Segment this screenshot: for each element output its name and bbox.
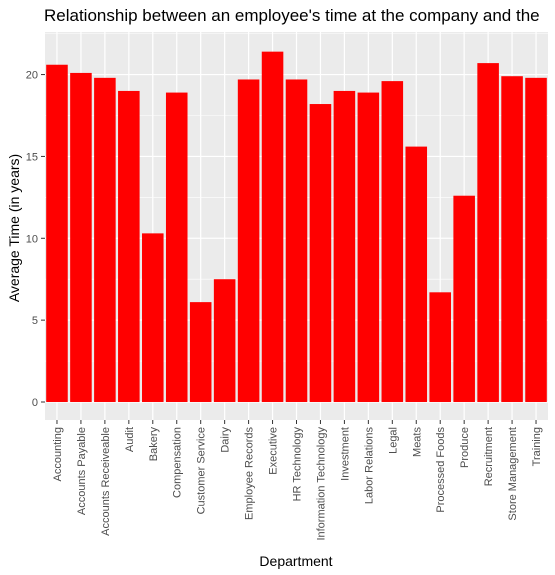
bar: [165, 92, 188, 402]
y-tick-label: 15: [26, 151, 38, 163]
bar: [189, 302, 212, 402]
x-axis-title: Department: [259, 553, 332, 569]
bar-series: [46, 51, 547, 402]
bar: [333, 90, 356, 402]
chart-title: Relationship between an employee's time …: [44, 6, 540, 25]
y-tick-label: 10: [26, 233, 38, 245]
bar: [70, 72, 92, 402]
bar: [501, 76, 523, 402]
x-tick-label: Produce: [459, 427, 471, 468]
bar: [46, 64, 68, 402]
bar: [285, 79, 308, 402]
bar: [453, 195, 475, 402]
x-tick-label: Meats: [411, 427, 423, 457]
x-tick-label: Dairy: [220, 427, 232, 453]
bar: [142, 233, 164, 402]
bar: [94, 77, 116, 402]
y-axis: 0 5 10 15 20: [26, 70, 45, 409]
bar: [309, 104, 332, 402]
x-axis: Accounting Accounts Payable Accounts Recei…: [52, 420, 543, 541]
bar: [357, 92, 380, 402]
x-tick-label: Information Technology: [315, 427, 327, 541]
x-tick-label: Accounting: [52, 427, 64, 481]
x-tick-label: Audit: [124, 427, 136, 452]
x-tick-label: Legal: [387, 427, 399, 454]
bar: [477, 63, 499, 402]
bar: [213, 279, 236, 402]
x-tick-label: Labor Relations: [363, 427, 375, 505]
y-tick-label: 5: [32, 315, 38, 327]
x-tick-label: Processed Foods: [435, 427, 447, 513]
x-tick-label: Executive: [268, 427, 280, 475]
x-tick-label: Bakery: [148, 427, 160, 462]
y-axis-title: Average Time (in years): [6, 154, 22, 302]
x-tick-label: Compensation: [172, 427, 184, 498]
x-tick-label: Store Management: [507, 427, 519, 521]
x-tick-label: Accounts Payable: [76, 427, 88, 515]
x-tick-label: Recruitment: [483, 427, 495, 486]
bar: [118, 90, 140, 402]
x-tick-label: Accounts Receiveable: [100, 427, 112, 536]
bar: [237, 79, 260, 402]
x-tick-label: Training: [531, 427, 543, 466]
y-tick-label: 0: [32, 397, 38, 409]
x-tick-label: HR Technology: [292, 427, 304, 502]
bar: [381, 81, 404, 402]
bar: [261, 51, 284, 402]
bar: [405, 146, 428, 402]
bar: [525, 77, 547, 402]
x-tick-label: Customer Service: [196, 427, 208, 514]
x-tick-label: Investment: [339, 427, 351, 481]
bar: [429, 292, 451, 402]
y-tick-label: 20: [26, 70, 38, 82]
x-tick-label: Employee Records: [244, 427, 256, 520]
